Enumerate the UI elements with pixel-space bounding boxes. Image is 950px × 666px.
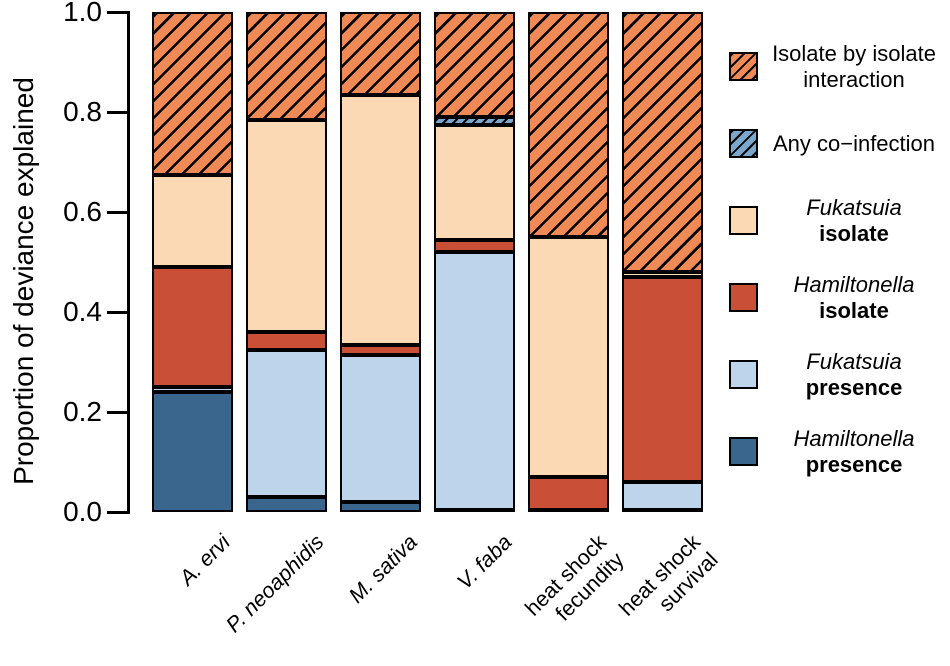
segment-hamiltonella-presence [340,502,421,512]
segment-isolate-by-isolate-interaction [340,12,421,95]
y-tick-label: 1.0 [63,0,102,27]
segment-fukatsuia-presence [622,482,703,510]
segment-hamiltonella-isolate [152,267,233,387]
segment-fukatsuia-isolate [340,94,421,345]
y-tick-label: 0.2 [63,396,102,427]
segment-hamiltonella-isolate [246,332,327,350]
segment-hamiltonella-isolate [434,239,515,252]
legend-item-hamiltonella-presence: Hamiltonella presence [726,413,950,490]
legend-swatch-fukatsuia-isolate [729,206,758,235]
legend-swatch-hamiltonella-isolate [729,283,758,312]
segment-fukatsuia-isolate [622,272,703,277]
x-axis-label-a-ervi: A. ervi [174,530,235,591]
y-tick-label: 0.4 [63,296,102,327]
bar-v-faba [434,12,515,512]
segment-isolate-by-isolate-interaction [152,12,233,175]
x-axis-label-heat-shock-survival: heat shock survival [613,530,723,621]
segment-hamiltonella-presence [152,392,233,512]
legend-label-hamiltonella-presence: Hamiltonella presence [793,425,915,477]
y-tick-label: 0.6 [63,196,102,227]
y-tick [107,310,127,314]
x-axis-label-m-sativa: M. sativa [344,530,423,608]
y-tick [107,210,127,214]
segment-isolate-by-isolate-interaction [246,12,327,120]
segment-fukatsuia-presence [152,387,233,392]
legend-swatch-any-co-infection [729,129,758,158]
segment-fukatsuia-isolate [152,174,233,267]
legend-item-fukatsuia-isolate: Fukatsuia isolate [726,182,950,259]
bar-a-ervi [152,12,233,512]
bar-heat-shock-survival [622,12,703,512]
legend-swatch-isolate-by-isolate-interaction [729,52,758,81]
segment-hamiltonella-isolate [528,477,609,510]
segment-any-co-infection [434,117,515,125]
legend-label-isolate-by-isolate-interaction: Isolate by isolate interaction [772,40,936,92]
bar-m-sativa [340,12,421,512]
legend-item-fukatsuia-presence: Fukatsuia presence [726,336,950,413]
segment-hamiltonella-isolate [340,344,421,355]
segment-fukatsuia-isolate [434,124,515,240]
y-tick [107,510,127,514]
x-axis-label-p-neoaphidis: P. neoaphidis [221,530,329,638]
segment-fukatsuia-isolate [528,237,609,477]
segment-hamiltonella-isolate [622,277,703,482]
legend-item-hamiltonella-isolate: Hamiltonella isolate [726,259,950,336]
y-tick [107,110,127,114]
segment-fukatsuia-isolate [246,119,327,332]
x-axis-label-v-faba: V. faba [452,530,517,595]
segment-isolate-by-isolate-interaction [528,12,609,237]
legend-label-hamiltonella-isolate: Hamiltonella isolate [793,271,915,323]
legend-swatch-hamiltonella-presence [729,437,758,466]
y-tick-label: 0.8 [63,96,102,127]
segment-fukatsuia-presence [246,349,327,497]
segment-hamiltonella-presence [246,497,327,512]
segment-isolate-by-isolate-interaction [434,12,515,117]
segment-fukatsuia-presence [434,252,515,510]
y-axis-title: Proportion of deviance explained [8,77,39,485]
legend-label-fukatsuia-isolate: Fukatsuia isolate [806,194,902,246]
legend-item-isolate-by-isolate-interaction: Isolate by isolate interaction [726,28,950,105]
segment-fukatsuia-presence [340,354,421,502]
y-tick [107,10,127,14]
legend-swatch-fukatsuia-presence [729,360,758,389]
bar-heat-shock-fecundity [528,12,609,512]
chart-legend: Isolate by isolate interaction Any co−infe… [726,28,950,490]
x-axis-label-heat-shock-fecundity: heat shock fecundity [519,530,629,626]
segment-isolate-by-isolate-interaction [622,12,703,272]
y-tick-label: 0.0 [63,496,102,527]
bar-p-neoaphidis [246,12,327,512]
legend-label-any-co-infection: Any co−infection [772,130,936,156]
y-tick [107,410,127,414]
y-axis-line [127,11,130,514]
legend-item-any-co-infection: Any co−infection [726,105,950,182]
legend-label-fukatsuia-presence: Fukatsuia presence [805,348,903,400]
